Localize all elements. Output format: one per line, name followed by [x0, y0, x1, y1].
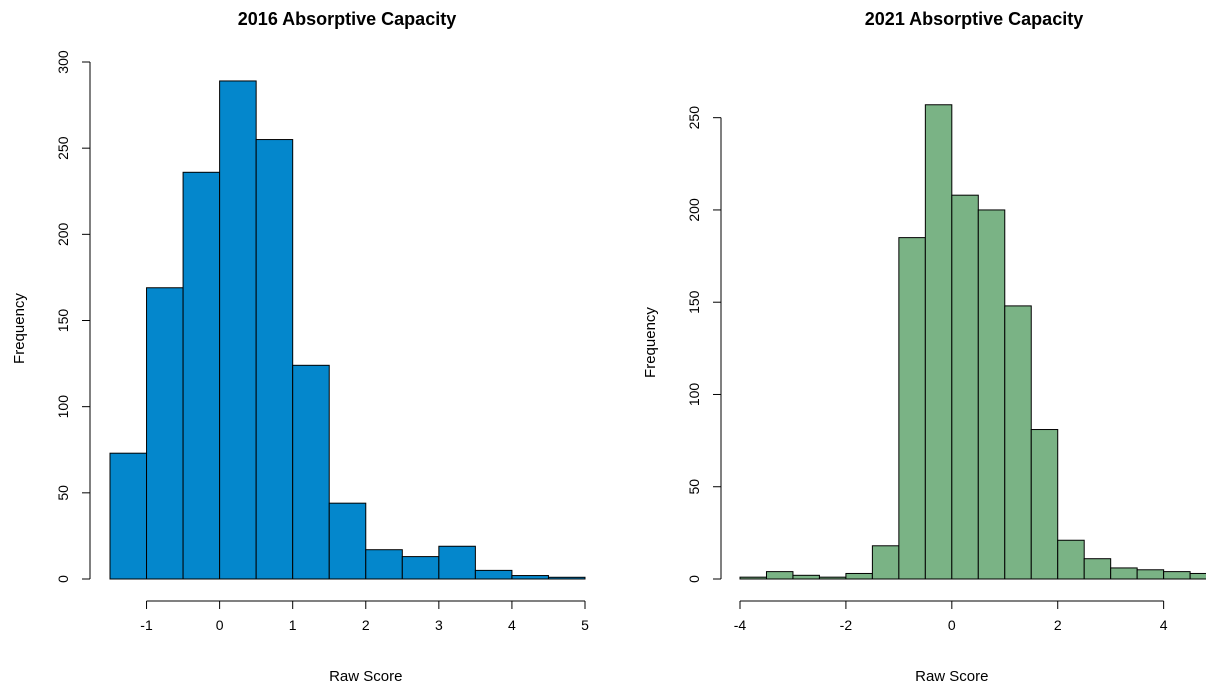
y-tick-label: 200	[55, 222, 71, 246]
histogram-bar	[845, 572, 873, 580]
histogram-bar	[1083, 558, 1112, 580]
histogram-bar	[1004, 305, 1032, 580]
histogram-bar	[182, 171, 221, 580]
histogram-bar	[1163, 571, 1191, 580]
histogram-bar	[401, 556, 440, 580]
histogram-bar	[1136, 569, 1165, 580]
histogram-bar	[109, 452, 148, 580]
histogram-bar	[792, 574, 820, 580]
histogram-bar	[1189, 572, 1206, 580]
x-axis: -4 -2 0 2 4	[734, 600, 1168, 633]
chart-2021: -4 -2 0 2 4 0 50 100 150 200 250 2021 Absorptive Ca…	[642, 9, 1206, 685]
x-tick-label: 3	[435, 617, 443, 633]
x-tick-label: 2	[362, 617, 370, 633]
histogram-bar	[1057, 539, 1085, 580]
y-tick-label: 150	[686, 290, 702, 314]
y-axis-label: Frequency	[11, 293, 28, 364]
histogram-bar	[951, 194, 979, 580]
chart-title: 2016 Absorptive Capacity	[238, 9, 456, 29]
histogram-bar	[365, 549, 403, 580]
y-tick-label: 200	[686, 198, 702, 222]
y-tick-label: 100	[55, 395, 71, 419]
y-tick-label: 150	[55, 309, 71, 333]
x-tick-label: -1	[140, 617, 153, 633]
histogram-bar	[1030, 429, 1059, 580]
y-tick-label: 50	[55, 485, 71, 501]
y-tick-label: 300	[55, 50, 71, 74]
y-tick-label: 100	[686, 383, 702, 407]
bars	[739, 104, 1206, 580]
histogram-bar	[818, 576, 847, 580]
histogram-bar	[219, 80, 257, 580]
x-tick-label: -4	[734, 617, 747, 633]
y-tick-label: 0	[55, 575, 71, 583]
y-axis-label: Frequency	[642, 307, 659, 378]
histogram-bar	[871, 545, 900, 580]
histogram-bar	[255, 139, 294, 580]
x-axis: -1 0 1 2 3 4 5	[140, 600, 589, 633]
histogram-bar	[328, 502, 367, 580]
histogram-bar	[292, 364, 330, 580]
x-tick-label: 4	[1160, 617, 1168, 633]
y-tick-label: 250	[55, 136, 71, 160]
x-tick-label: 0	[948, 617, 956, 633]
histogram-bar	[898, 237, 926, 580]
y-axis: 0 50 100 150 200 250 300	[55, 50, 91, 583]
y-tick-label: 50	[686, 479, 702, 495]
x-axis-label: Raw Score	[329, 668, 402, 685]
histogram-bar	[1110, 567, 1138, 580]
histogram-bar	[765, 571, 794, 580]
chart-title: 2021 Absorptive Capacity	[865, 9, 1083, 29]
y-axis: 0 50 100 150 200 250	[686, 106, 722, 583]
histogram-bar	[511, 575, 549, 580]
histogram-bar	[924, 104, 953, 580]
histogram-bar	[547, 576, 586, 580]
histogram-bar	[739, 576, 767, 580]
bars	[109, 80, 586, 580]
x-tick-label: 1	[289, 617, 297, 633]
x-tick-label: -2	[840, 617, 853, 633]
x-tick-label: 0	[216, 617, 224, 633]
x-axis-label: Raw Score	[915, 668, 988, 685]
y-tick-label: 250	[686, 106, 702, 130]
histogram-bar	[474, 569, 513, 580]
histogram-bar	[438, 545, 476, 580]
x-tick-label: 2	[1054, 617, 1062, 633]
x-tick-label: 5	[581, 617, 589, 633]
histogram-bar	[977, 209, 1006, 580]
y-tick-label: 0	[686, 575, 702, 583]
histogram-bar	[146, 287, 184, 580]
x-tick-label: 4	[508, 617, 516, 633]
